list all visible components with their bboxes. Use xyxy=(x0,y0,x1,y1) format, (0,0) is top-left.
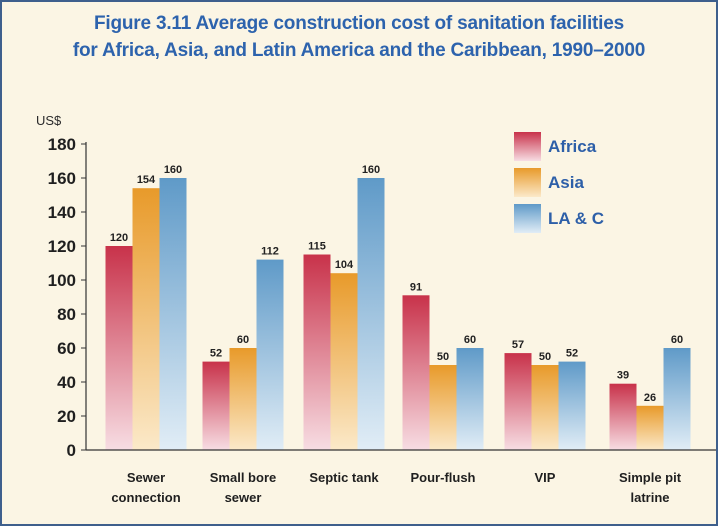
y-tick-label-0: 0 xyxy=(67,441,76,460)
data-label-la-c-pour-flush: 60 xyxy=(464,334,476,346)
data-label-africa-sewer-connection: 120 xyxy=(110,232,128,244)
bar-asia-sewer-connection xyxy=(132,188,160,450)
bar-asia-small-bore-sewer xyxy=(229,348,257,450)
x-tick-label-simple-pit-latrine-line-2: latrine xyxy=(630,490,669,505)
y-tick-label-100: 100 xyxy=(48,271,76,290)
data-label-asia-simple-pit-latrine: 26 xyxy=(644,392,656,404)
data-label-la-c-septic-tank: 160 xyxy=(362,164,380,176)
bar-africa-pour-flush xyxy=(402,295,430,450)
y-axis-unit-label: US$ xyxy=(36,113,62,128)
legend-label-africa: Africa xyxy=(548,137,597,156)
chart-title-line-2: for Africa, Asia, and Latin America and … xyxy=(72,40,646,61)
data-label-la-c-simple-pit-latrine: 60 xyxy=(671,334,683,346)
y-tick-label-80: 80 xyxy=(57,305,76,324)
y-tick-label-40: 40 xyxy=(57,373,76,392)
data-label-la-c-vip: 52 xyxy=(566,348,578,360)
data-label-asia-septic-tank: 104 xyxy=(335,259,354,271)
data-label-africa-pour-flush: 91 xyxy=(410,281,422,293)
x-tick-label-simple-pit-latrine-line-1: Simple pit xyxy=(619,470,682,485)
x-tick-label-vip-line-1: VIP xyxy=(535,470,556,485)
data-label-asia-small-bore-sewer: 60 xyxy=(237,334,249,346)
bar-asia-pour-flush xyxy=(429,365,457,450)
bar-la-c-simple-pit-latrine xyxy=(663,348,691,450)
chart-title-line-1: Figure 3.11 Average construction cost of… xyxy=(94,13,624,34)
bar-africa-simple-pit-latrine xyxy=(609,383,637,450)
bar-africa-septic-tank xyxy=(303,254,331,450)
y-tick-label-180: 180 xyxy=(48,135,76,154)
chart-title: Figure 3.11 Average construction cost of… xyxy=(0,10,718,64)
bar-asia-vip xyxy=(531,365,559,450)
bar-africa-small-bore-sewer xyxy=(202,361,230,450)
data-label-africa-septic-tank: 115 xyxy=(308,241,326,253)
y-tick-label-160: 160 xyxy=(48,169,76,188)
y-tick-label-60: 60 xyxy=(57,339,76,358)
x-tick-label-sewer-connection-line-2: connection xyxy=(111,490,180,505)
bar-la-c-septic-tank xyxy=(357,178,385,450)
bar-la-c-pour-flush xyxy=(456,348,484,450)
bar-africa-sewer-connection xyxy=(105,246,133,450)
y-tick-label-20: 20 xyxy=(57,407,76,426)
data-label-asia-sewer-connection: 154 xyxy=(137,174,156,186)
x-tick-label-small-bore-sewer-line-2: sewer xyxy=(225,490,262,505)
data-label-asia-vip: 50 xyxy=(539,351,551,363)
data-label-la-c-small-bore-sewer: 112 xyxy=(261,246,279,258)
legend-swatch-la-c xyxy=(514,204,541,233)
data-label-africa-small-bore-sewer: 52 xyxy=(210,348,222,360)
bar-africa-vip xyxy=(504,353,532,450)
legend-swatch-africa xyxy=(514,132,541,161)
data-label-asia-pour-flush: 50 xyxy=(437,351,449,363)
y-tick-label-140: 140 xyxy=(48,203,76,222)
y-tick-label-120: 120 xyxy=(48,237,76,256)
data-label-africa-vip: 57 xyxy=(512,339,524,351)
x-tick-label-sewer-connection-line-1: Sewer xyxy=(127,470,165,485)
bar-asia-simple-pit-latrine xyxy=(636,405,664,450)
x-tick-label-septic-tank-line-1: Septic tank xyxy=(309,470,379,485)
x-tick-label-pour-flush-line-1: Pour-flush xyxy=(411,470,476,485)
data-label-africa-simple-pit-latrine: 39 xyxy=(617,370,629,382)
legend-label-la-c: LA & C xyxy=(548,209,604,228)
bar-asia-septic-tank xyxy=(330,273,358,450)
legend-label-asia: Asia xyxy=(548,173,584,192)
bar-la-c-sewer-connection xyxy=(159,178,187,450)
bar-la-c-small-bore-sewer xyxy=(256,259,284,450)
data-label-la-c-sewer-connection: 160 xyxy=(164,164,182,176)
bar-la-c-vip xyxy=(558,361,586,450)
legend-swatch-asia xyxy=(514,168,541,197)
x-tick-label-small-bore-sewer-line-1: Small bore xyxy=(210,470,276,485)
